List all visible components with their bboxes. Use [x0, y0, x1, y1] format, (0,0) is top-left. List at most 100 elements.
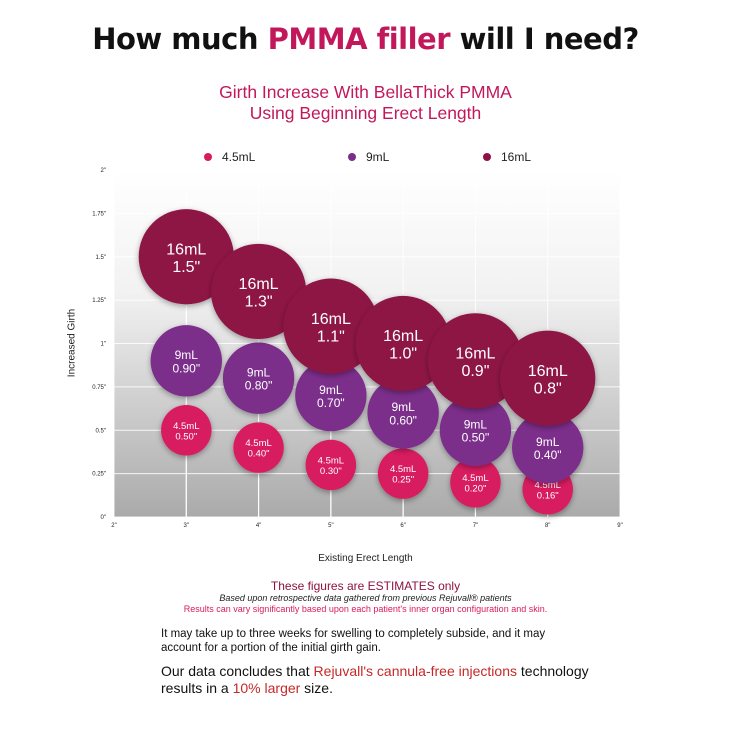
- bubble-volume-label: 4.5mL: [462, 473, 488, 484]
- legend-dot-4-5ml: [204, 152, 212, 161]
- bubble-mark: [305, 439, 357, 491]
- y-tick-label: 0.75": [92, 385, 106, 391]
- bubble-mark: [367, 377, 439, 449]
- x-tick-label: 8": [545, 523, 550, 529]
- bubble-value-label: 0.40": [534, 448, 562, 462]
- bubble-value-label: 1.3": [245, 294, 273, 311]
- x-tick-label: 7": [473, 523, 478, 529]
- y-tick-label: 2": [101, 168, 106, 174]
- bubble-mark: [500, 330, 596, 426]
- x-tick-label: 5": [328, 523, 333, 529]
- bubble-value-label: 0.9": [461, 363, 489, 380]
- legend-label-4-5ml: 4.5mL: [222, 150, 256, 164]
- bubble-mark: [355, 295, 451, 392]
- y-tick-label: 0": [101, 515, 106, 521]
- bubble-volume-label: 9mL: [391, 400, 415, 414]
- bubble-volume-label: 4.5mL: [245, 438, 271, 449]
- bubble-mark: [150, 325, 222, 397]
- x-tick-label: 9": [617, 523, 622, 529]
- conclusion-highlight-technique: Rejuvall's cannula-free injections: [313, 663, 517, 679]
- bubble-mark: [450, 457, 501, 508]
- bubble-value-label: 0.90": [172, 361, 200, 375]
- bubble-volume-label: 4.5mL: [535, 480, 561, 491]
- y-tick-label: 0.25": [92, 472, 106, 478]
- bubble-value-label: 0.50": [175, 431, 197, 442]
- bubble-volume-label: 4.5mL: [390, 464, 416, 475]
- y-tick-label: 1": [101, 342, 106, 348]
- bubble-volume-label: 9mL: [319, 383, 343, 397]
- bubble-value-label: 1.1": [317, 328, 345, 345]
- y-tick-label: 1.75": [92, 211, 106, 217]
- bubble-value-label: 0.30": [320, 466, 342, 477]
- legend-label-9ml: 9mL: [366, 150, 390, 164]
- headline-text-end: will I need?: [450, 22, 640, 56]
- y-axis-label: Increased Girth: [66, 308, 78, 378]
- bubble-value-label: 0.60": [389, 413, 417, 427]
- y-tick-label: 1.5": [96, 255, 106, 261]
- conclusion-paragraph: Our data concludes that Rejuvall's cannu…: [161, 663, 601, 697]
- bubble-mark: [138, 209, 234, 305]
- conclusion-text-3: size.: [300, 680, 333, 696]
- bubble-value-label: 1.5": [172, 259, 200, 276]
- x-tick-label: 3": [184, 523, 189, 529]
- headline-highlight: PMMA filler: [267, 22, 451, 56]
- bubble-value-label: 0.16": [537, 490, 559, 501]
- bubble-value-label: 0.8": [534, 380, 562, 397]
- bubble-mark: [295, 359, 367, 432]
- bubble-mark: [283, 278, 379, 374]
- bubble-mark: [427, 313, 524, 409]
- bubble-volume-label: 4.5mL: [173, 421, 199, 432]
- bubble-volume-label: 9mL: [464, 417, 488, 431]
- variance-note: Results can vary significantly based upo…: [183, 604, 548, 614]
- page-headline: How much PMMA filler will I need?: [0, 22, 731, 56]
- x-tick-label: 4": [256, 523, 261, 529]
- bubble-mark: [377, 448, 429, 499]
- legend-dot-9ml: [348, 152, 356, 161]
- bubble-mark: [161, 405, 212, 456]
- axis-ticks: 2" 3" 4" 5" 6" 7" 8" 9" 0" 0.25" 0.5" 0.75" 1" 1.25" 1…: [92, 168, 623, 529]
- bubble-mark: [233, 422, 284, 473]
- bubble-value-label: 1.0": [389, 346, 417, 363]
- y-tick-label: 0.5": [96, 428, 106, 434]
- legend-dot-16ml: [483, 152, 491, 161]
- bubble-value-label: 0.80": [245, 379, 273, 393]
- legend-item-16ml: 16mL: [483, 150, 531, 164]
- conclusion-text-1: Our data concludes that: [161, 663, 314, 679]
- bubble-value-label: 0.20": [464, 483, 486, 494]
- y-tick-label: 1.25": [92, 298, 106, 304]
- bubble-volume-label: 16mL: [166, 241, 206, 258]
- bubble-volume-label: 9mL: [247, 365, 271, 379]
- chart-subtitle-line-1: Girth Increase With BellaThick PMMA: [219, 82, 512, 102]
- bubble-mark: [512, 411, 584, 484]
- headline-text-start: How much: [92, 22, 268, 56]
- estimates-notice: These figures are ESTIMATES only: [270, 579, 461, 593]
- swelling-paragraph: It may take up to three weeks for swelli…: [161, 628, 546, 654]
- bubble-value-label: 0.40": [248, 449, 270, 460]
- legend-item-4-5ml: 4.5mL: [204, 150, 255, 164]
- data-basis-note: Based upon retrospective data gathered f…: [219, 593, 512, 603]
- chart-subtitle-line-2: Using Beginning Erect Length: [249, 103, 482, 123]
- bubble-mark: [439, 394, 512, 466]
- bubble-value-label: 0.25": [392, 475, 414, 486]
- x-axis-label: Existing Erect Length: [318, 553, 413, 564]
- legend-label-16ml: 16mL: [501, 150, 532, 164]
- conclusion-highlight-size: 10% larger: [232, 680, 301, 696]
- bubble-volume-label: 16mL: [455, 345, 495, 362]
- bubble-volume-label: 16mL: [239, 276, 279, 293]
- bubble-mark: [210, 243, 307, 340]
- bubble-mark: [222, 342, 295, 414]
- legend-item-9ml: 9mL: [348, 150, 389, 164]
- x-tick-label: 6": [400, 523, 405, 529]
